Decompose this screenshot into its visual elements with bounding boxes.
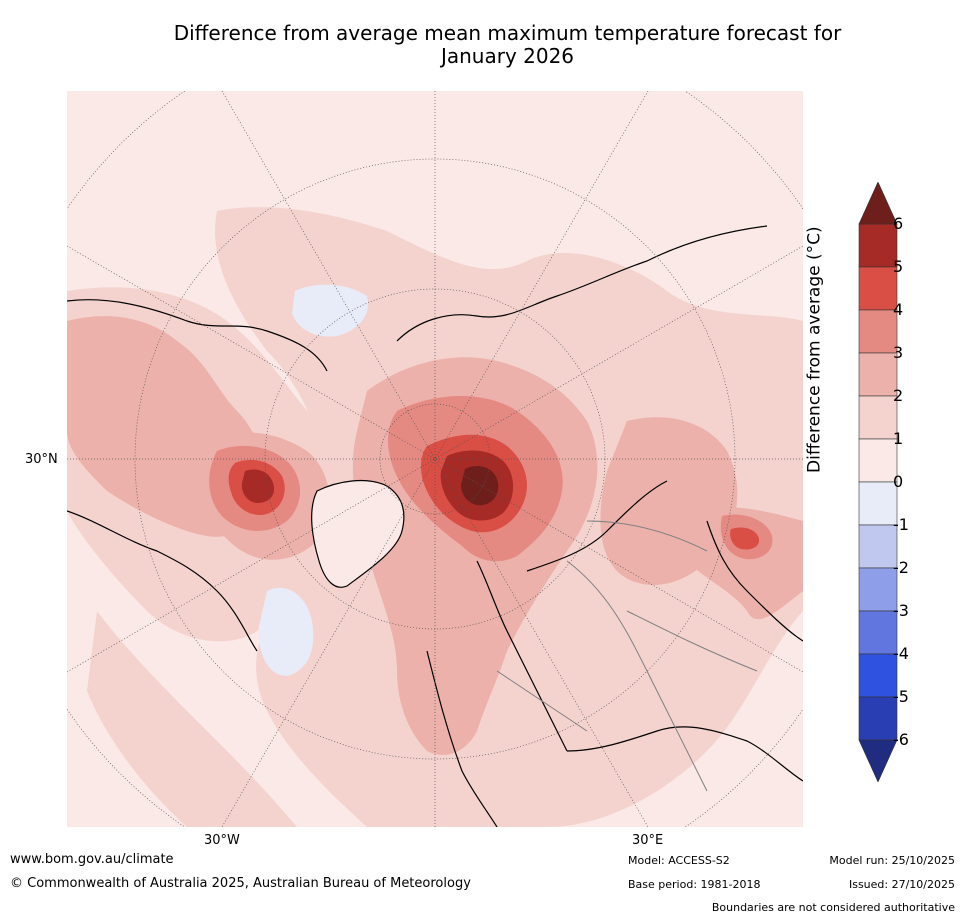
colorbar-arrow-top [858,182,898,225]
colorbar-segment [858,653,898,698]
anomaly-region-cool-atlantic [258,587,314,676]
colorbar-arrow-bottom [858,739,898,782]
colorbar-tick-label: 3 [893,343,904,362]
colorbar-tick-label: 0 [893,472,904,491]
footer-model: Model: ACCESS-S2 [628,854,730,867]
colorbar-segment [858,223,898,268]
colorbar-segment [858,352,898,397]
colorbar-tick-label: -6 [893,730,909,749]
colorbar-label: Difference from average (°C) [804,226,825,473]
colorbar-tick-label: 1 [893,429,904,448]
colorbar-tick-label: -2 [893,558,909,577]
colorbar-segment [858,696,898,741]
colorbar-tick-label: -3 [893,601,909,620]
graticule [67,91,803,827]
colorbar-tick-label: 4 [893,300,904,319]
colorbar-tick-label: -1 [893,515,909,534]
lon-label-30e: 30°E [632,833,664,848]
title-line-1: Difference from average mean maximum tem… [173,21,842,45]
chart-title: Difference from average mean maximum tem… [60,22,955,68]
colorbar [858,182,898,782]
colorbar-segment [858,395,898,440]
colorbar-segment [858,266,898,311]
footer-website: www.bom.gov.au/climate [10,852,174,867]
anomaly-region-gt6-kara [461,466,499,506]
country-borders [496,520,758,792]
footer-model-run: Model run: 25/10/2025 [829,854,955,867]
colorbar-tick-label: -4 [893,644,909,663]
anomaly-region-cool-greenland-sea [292,284,368,337]
anomaly-region-1-2-north-atlantic [87,611,297,827]
footer-disclaimer: Boundaries are not considered authoritat… [711,901,955,914]
greenland-landmass [311,480,405,588]
colorbar-segment [858,481,898,526]
colorbar-segment [858,524,898,569]
title-line-2: January 2026 [440,44,575,68]
footer-copyright: © Commonwealth of Australia 2025, Austra… [10,876,471,891]
colorbar-segments [858,223,898,741]
colorbar-tick-label: 6 [893,214,904,233]
colorbar-tick-label: -5 [893,687,909,706]
colorbar-tick-label: 2 [893,386,904,405]
footer-issued: Issued: 27/10/2025 [848,878,955,891]
anomaly-region-5-6-hudson [241,469,275,503]
lon-label-30w: 30°W [204,833,240,848]
colorbar-segment [858,610,898,655]
anomaly-region-2-3-east-asia [687,506,803,620]
lat-label-30n: 30°N [25,452,58,467]
forecast-map [67,91,803,827]
footer-base-period: Base period: 1981-2018 [628,878,761,891]
colorbar-segment [858,438,898,483]
colorbar-tick-label: 5 [893,257,904,276]
colorbar-segment [858,567,898,612]
anomaly-region-4-5-east-asia [730,527,760,550]
colorbar-segment [858,309,898,354]
